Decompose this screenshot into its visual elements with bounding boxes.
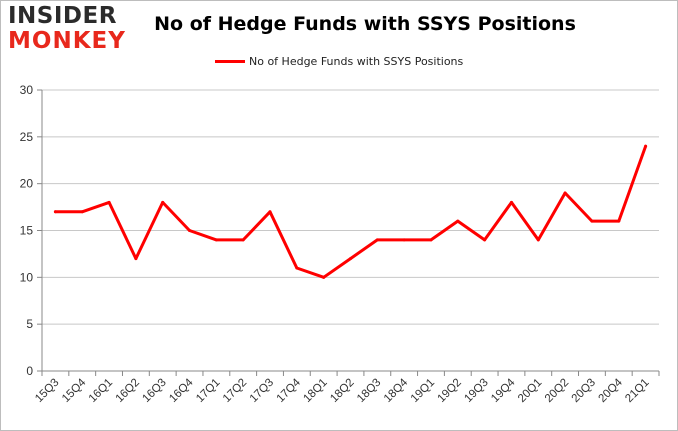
x-tick-label: 17Q3 <box>248 377 276 405</box>
y-tick-label: 25 <box>20 130 34 144</box>
x-tick-label: 19Q1 <box>409 377 437 405</box>
x-tick-label: 19Q4 <box>489 376 518 405</box>
x-tick-label: 17Q1 <box>194 377 222 405</box>
data-point <box>456 219 460 223</box>
x-tick-label: 17Q4 <box>275 376 304 405</box>
data-point <box>617 219 621 223</box>
y-tick-label: 10 <box>20 270 34 284</box>
x-tick-label: 16Q2 <box>114 377 142 405</box>
data-point <box>375 238 379 242</box>
y-tick-label: 20 <box>20 177 34 191</box>
x-tick-label: 21Q1 <box>623 377 651 405</box>
data-point <box>644 144 648 148</box>
x-tick-label: 18Q3 <box>355 377 383 405</box>
legend-label: No of Hedge Funds with SSYS Positions <box>249 54 464 68</box>
data-point <box>161 200 165 204</box>
x-tick-label: 20Q4 <box>596 376 625 405</box>
x-tick-label: 19Q3 <box>462 377 490 405</box>
x-tick-label: 16Q1 <box>87 377 115 405</box>
chart-title: No of Hedge Funds with SSYS Positions <box>154 13 576 35</box>
axes <box>37 89 660 376</box>
series-layer <box>53 144 648 279</box>
x-tick-label: 16Q4 <box>167 376 196 405</box>
data-point <box>429 238 433 242</box>
x-tick-label: 20Q1 <box>516 377 544 405</box>
gridlines <box>42 89 659 325</box>
data-point <box>402 238 406 242</box>
data-point <box>241 238 245 242</box>
x-tick-label: 15Q4 <box>60 376 89 405</box>
data-point <box>214 238 218 242</box>
data-point <box>590 219 594 223</box>
data-point <box>268 210 272 214</box>
chart-legend: No of Hedge Funds with SSYS Positions <box>215 52 463 70</box>
x-tick-label: 19Q2 <box>436 377 464 405</box>
y-tick-labels: 0 5 10 15 20 25 30 <box>20 83 34 378</box>
x-tick-label: 18Q4 <box>382 376 411 405</box>
data-point <box>563 191 567 195</box>
data-point <box>536 238 540 242</box>
data-point <box>53 210 57 214</box>
x-tick-label: 20Q2 <box>543 377 571 405</box>
data-point <box>80 210 84 214</box>
x-tick-label: 20Q3 <box>570 377 598 405</box>
x-tick-label: 17Q2 <box>221 377 249 405</box>
x-tick-label: 15Q3 <box>33 377 61 405</box>
data-point <box>188 229 192 232</box>
data-point <box>322 275 326 279</box>
x-tick-labels: 15Q315Q416Q116Q216Q316Q417Q117Q217Q317Q4… <box>33 376 652 405</box>
data-point <box>483 238 487 242</box>
x-tick-label: 16Q3 <box>140 377 168 405</box>
data-point <box>349 257 352 261</box>
data-point <box>509 200 513 204</box>
data-point <box>134 257 138 261</box>
y-tick-label: 30 <box>20 83 34 97</box>
data-point <box>295 266 299 270</box>
x-tick-label: 18Q1 <box>301 377 329 405</box>
legend-swatch <box>215 59 245 63</box>
y-tick-label: 0 <box>26 364 33 378</box>
logo-line-insider: INSIDER <box>8 3 117 29</box>
y-tick-label: 15 <box>20 224 34 238</box>
y-tick-label: 5 <box>26 317 33 331</box>
x-tick-label: 18Q2 <box>328 377 356 405</box>
logo-line-monkey: MONKEY <box>8 28 126 54</box>
data-point <box>107 200 111 204</box>
insider-monkey-logo: INSIDER MONKEY <box>8 4 130 54</box>
